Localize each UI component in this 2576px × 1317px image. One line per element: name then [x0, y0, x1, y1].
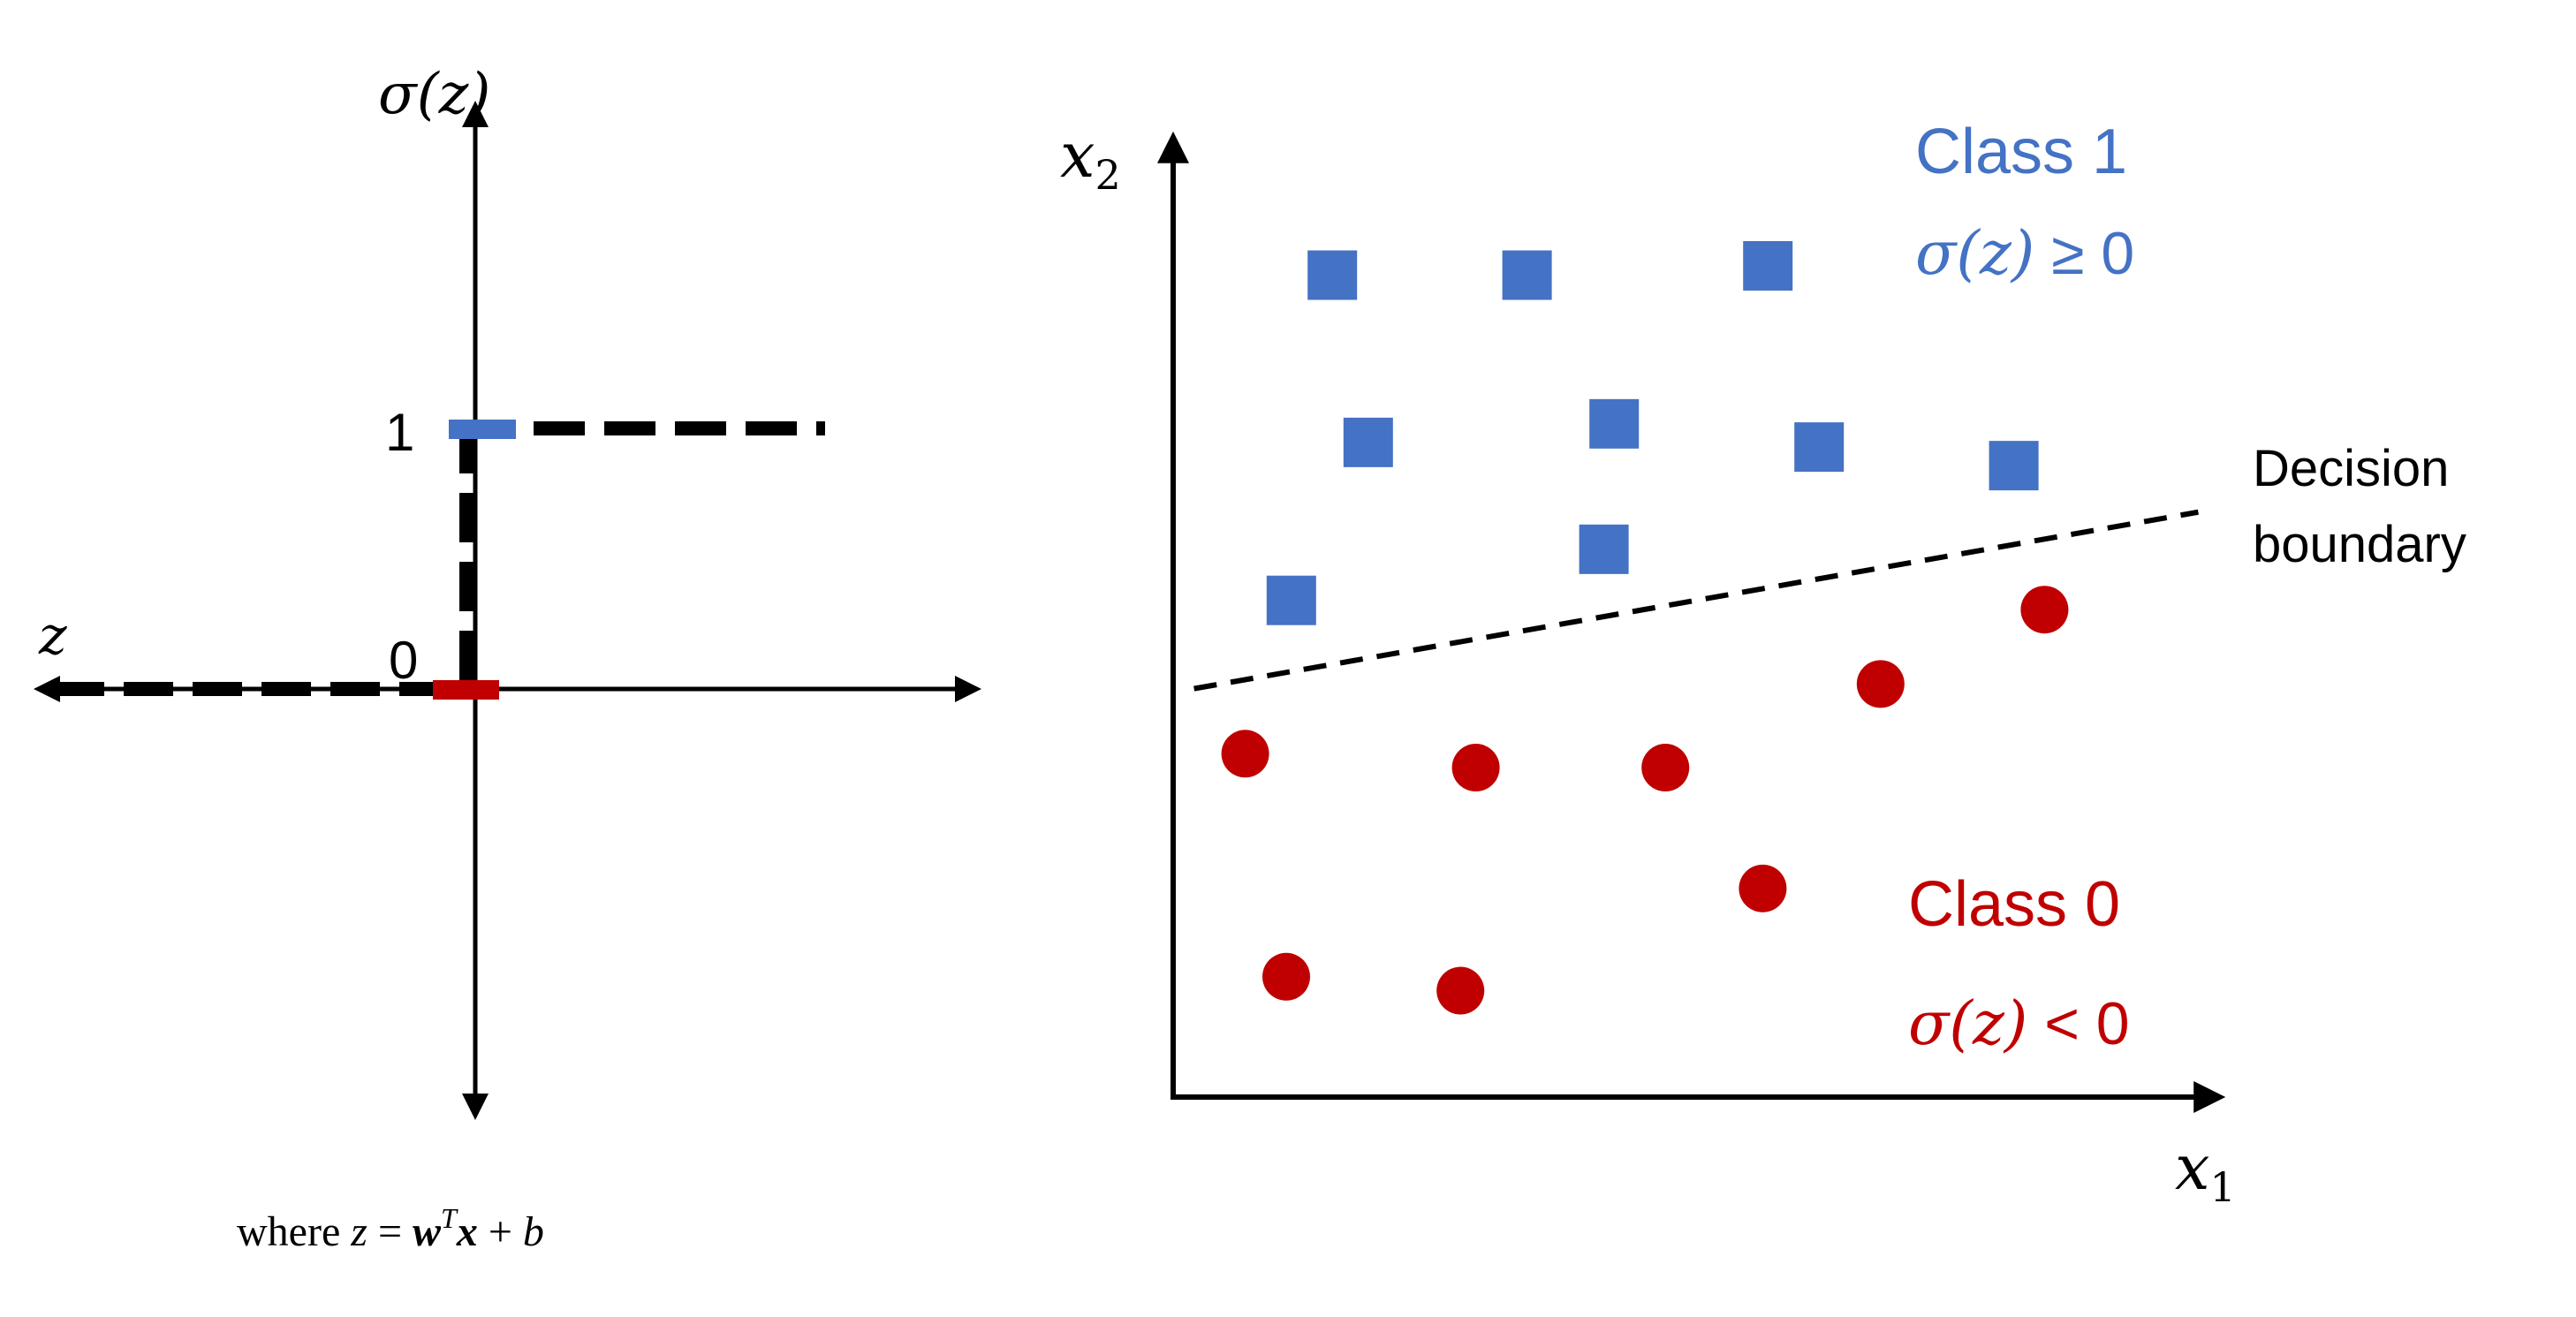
- class1-condition: σ(z) ≥ 0: [1915, 219, 2134, 289]
- formula: where z = wTx + b: [237, 1202, 544, 1255]
- x2-axis-label: x2: [1060, 119, 1121, 199]
- decision-boundary-label-line2: boundary: [2253, 516, 2466, 573]
- class0-point: [1262, 952, 1310, 1001]
- decision-boundary-line: [1193, 509, 2199, 692]
- z-axis-label: z: [38, 605, 67, 667]
- class1-point: [1343, 417, 1393, 467]
- x1-axis-label: x1: [2175, 1132, 2236, 1211]
- class0-point: [1856, 660, 1905, 708]
- class0-point: [1221, 730, 1269, 778]
- class0-title: Class 0: [1908, 869, 2120, 940]
- class0-point: [2020, 586, 2069, 634]
- marker-zero: [433, 680, 499, 700]
- class1-point: [1743, 240, 1793, 291]
- marker-one: [449, 420, 516, 439]
- classification-panel: x2 x1 Class 1 σ(z) ≥ 0 Class 0 σ(z) < 0 …: [1060, 117, 2466, 1211]
- class1-point: [1989, 441, 2039, 491]
- tick-label-zero: 0: [389, 631, 418, 690]
- class0-point: [1739, 864, 1787, 912]
- class0-point: [1436, 966, 1485, 1015]
- class0-condition: σ(z) < 0: [1908, 989, 2130, 1059]
- sigma-z-axis-label: σ(z): [378, 62, 490, 127]
- class1-point: [1589, 398, 1640, 449]
- class1-title: Class 1: [1915, 117, 2127, 187]
- tick-label-one: 1: [385, 403, 414, 462]
- class1-point: [1579, 524, 1629, 574]
- class0-point: [1451, 744, 1500, 792]
- plot-area: [1193, 240, 2199, 1015]
- class1-point: [1502, 250, 1552, 300]
- decision-boundary-label-line1: Decision: [2253, 440, 2449, 497]
- class1-point: [1307, 250, 1358, 300]
- class1-point: [1266, 575, 1316, 625]
- step-function-panel: σ(z) z 1 0 where z = wTx + b: [34, 62, 981, 1255]
- class0-point: [1641, 744, 1690, 792]
- class1-point: [1794, 422, 1845, 473]
